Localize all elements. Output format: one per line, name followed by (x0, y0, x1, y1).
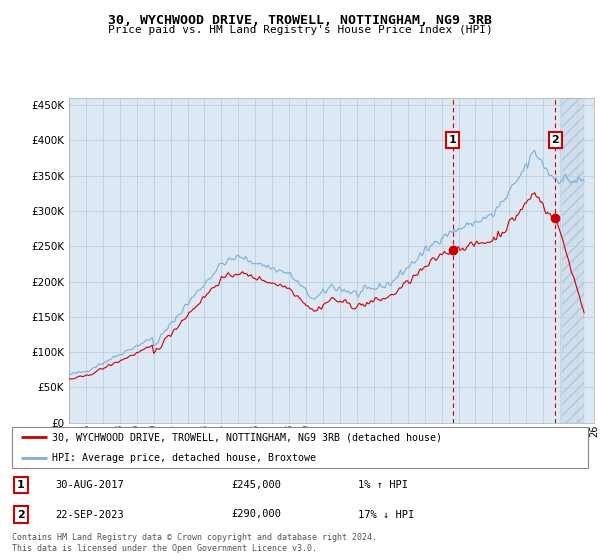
Text: £245,000: £245,000 (231, 480, 281, 490)
Text: 1: 1 (17, 480, 25, 490)
Text: 30, WYCHWOOD DRIVE, TROWELL, NOTTINGHAM, NG9 3RB (detached house): 30, WYCHWOOD DRIVE, TROWELL, NOTTINGHAM,… (52, 432, 442, 442)
Text: 1% ↑ HPI: 1% ↑ HPI (358, 480, 407, 490)
Text: Price paid vs. HM Land Registry's House Price Index (HPI): Price paid vs. HM Land Registry's House … (107, 25, 493, 35)
Text: 2: 2 (551, 135, 559, 145)
Text: HPI: Average price, detached house, Broxtowe: HPI: Average price, detached house, Brox… (52, 452, 316, 463)
Text: 22-SEP-2023: 22-SEP-2023 (55, 510, 124, 520)
Text: 17% ↓ HPI: 17% ↓ HPI (358, 510, 414, 520)
Text: 1: 1 (449, 135, 457, 145)
Text: 30-AUG-2017: 30-AUG-2017 (55, 480, 124, 490)
Text: Contains HM Land Registry data © Crown copyright and database right 2024.
This d: Contains HM Land Registry data © Crown c… (12, 533, 377, 553)
Text: £290,000: £290,000 (231, 510, 281, 520)
Text: 2: 2 (17, 510, 25, 520)
Text: 30, WYCHWOOD DRIVE, TROWELL, NOTTINGHAM, NG9 3RB: 30, WYCHWOOD DRIVE, TROWELL, NOTTINGHAM,… (108, 14, 492, 27)
